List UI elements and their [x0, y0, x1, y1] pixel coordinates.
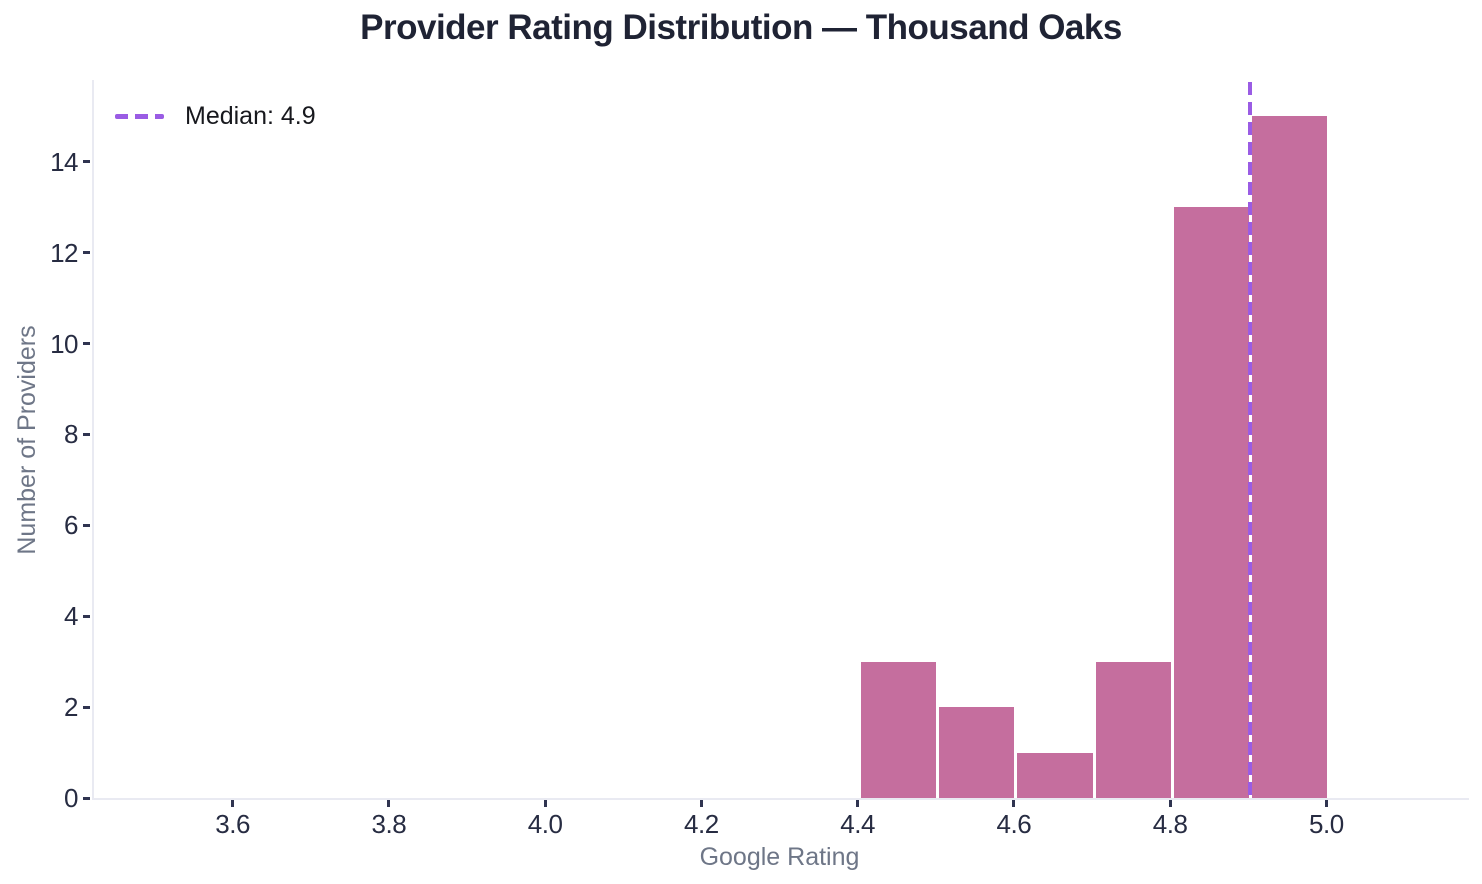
histogram-bar	[1173, 207, 1249, 798]
y-tick-mark	[83, 342, 90, 346]
y-tick-label: 6	[64, 510, 78, 541]
legend: Median: 4.9	[115, 102, 316, 131]
legend-median-label: Median: 4.9	[185, 102, 316, 130]
x-tick-mark	[387, 800, 391, 807]
y-tick-mark	[83, 614, 90, 618]
x-tick-mark	[856, 800, 860, 807]
y-tick-label: 14	[50, 146, 78, 177]
y-tick-mark	[83, 251, 90, 255]
y-tick-label: 8	[64, 419, 78, 450]
x-tick-label: 3.8	[371, 809, 407, 839]
chart-title: Provider Rating Distribution — Thousand …	[360, 8, 1122, 47]
y-tick-label: 4	[64, 601, 78, 632]
median-line	[1248, 82, 1253, 798]
x-tick-mark	[1012, 800, 1016, 807]
x-tick-label: 4.6	[996, 809, 1032, 839]
y-tick-label: 2	[64, 692, 78, 723]
histogram-bar	[1251, 116, 1327, 798]
median-dashed-line-swatch-icon	[115, 114, 164, 119]
y-tick-label: 0	[64, 783, 78, 813]
x-tick-label: 4.8	[1152, 809, 1188, 839]
x-tick-mark	[699, 800, 703, 807]
x-tick-mark	[231, 800, 235, 807]
x-tick-label: 4.4	[840, 809, 875, 839]
x-tick-label: 4.2	[684, 809, 719, 839]
x-tick-mark	[543, 800, 547, 807]
x-tick-label: 3.6	[215, 809, 250, 839]
plot-area: Median: 4.9	[92, 80, 1469, 800]
y-tick-mark	[83, 160, 90, 164]
y-tick-mark	[83, 432, 90, 436]
y-tick-mark	[83, 705, 90, 709]
y-tick-mark	[83, 523, 90, 527]
histogram-bar	[1095, 661, 1171, 798]
histogram-bar	[1017, 752, 1093, 798]
y-tick-label: 10	[50, 328, 78, 359]
x-tick-label: 4.0	[527, 809, 563, 839]
histogram-bar	[861, 661, 937, 798]
x-tick-mark	[1324, 800, 1328, 807]
histogram-bar	[939, 707, 1015, 798]
x-tick-mark	[1168, 800, 1172, 807]
y-tick-mark	[83, 796, 90, 800]
x-tick-label: 5.0	[1309, 809, 1344, 839]
x-axis-label: Google Rating	[699, 843, 860, 871]
y-tick-label: 12	[50, 237, 78, 268]
